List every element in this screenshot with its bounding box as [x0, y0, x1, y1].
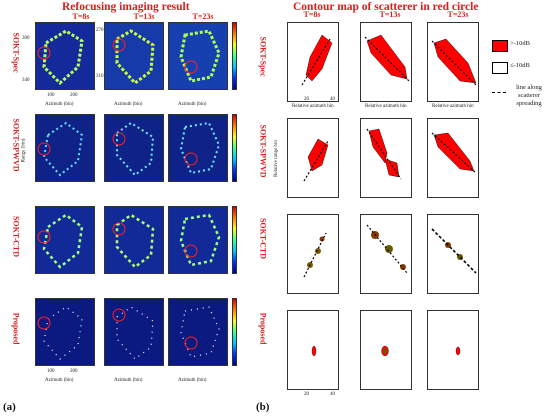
- right-xlabel-r1c3: Relative azimuth bin: [432, 104, 474, 109]
- left-xlabel-r1c2: Azimuth (bin): [114, 102, 143, 107]
- left-row-label-3: SOKT-CTD: [11, 215, 21, 258]
- sar-image-ctd-t13: [104, 206, 164, 274]
- contour-ctd-t23: [427, 214, 479, 294]
- left-col-header-2: T=13s: [133, 12, 155, 21]
- left-ylabel-r2: Range (bin): [21, 138, 27, 163]
- sar-image-ctd-t8: [35, 206, 95, 274]
- contour-proposed-t8: [287, 310, 339, 390]
- left-xlabel-r1c3: Azimuth (bin): [178, 102, 207, 107]
- left-ytick-270: 270: [96, 28, 104, 33]
- left-ytick-310: 310: [96, 74, 104, 79]
- sar-image-spwvd-t13: [104, 114, 164, 182]
- left-xtick-200-r4: 200: [70, 369, 78, 374]
- right-col-header-2: T=13s: [379, 10, 401, 19]
- subfigure-label-b: (b): [256, 401, 270, 413]
- colorbar-row-4: [232, 298, 237, 366]
- sar-image-spwvd-t8: [35, 114, 95, 182]
- right-xtick-40-r4: 40: [330, 392, 335, 397]
- right-xtick-20: 20: [304, 97, 309, 102]
- legend-swatch-line: [492, 92, 506, 93]
- left-ytick-300: 300: [22, 36, 30, 41]
- mid-row-label-3: SOKT-CTD: [258, 217, 268, 260]
- sar-image-proposed-t13: [104, 298, 164, 366]
- left-col-header-1: T=8s: [72, 12, 90, 21]
- sar-image-spec-t23: [168, 22, 228, 90]
- legend-swatch-above: [492, 40, 508, 52]
- left-xtick-200: 200: [70, 93, 78, 98]
- left-row-label-2: SOKT-SPWVD: [11, 118, 21, 172]
- left-row-label-1: SOKT-Spec: [11, 32, 21, 73]
- legend-label-above: >-10dB: [510, 40, 530, 47]
- contour-ctd-t8: [287, 214, 339, 294]
- right-ylabel-r2: Relative range bin: [273, 140, 279, 177]
- contour-ctd-t13: [360, 214, 412, 294]
- colorbar-row-1: [232, 22, 237, 90]
- sar-image-ctd-t23: [168, 206, 228, 274]
- sar-image-proposed-t8: [35, 298, 95, 366]
- left-xtick-100: 100: [47, 93, 55, 98]
- sar-image-spec-t13: [104, 22, 164, 90]
- left-row-label-4: Proposed: [11, 312, 21, 345]
- contour-proposed-t13: [360, 310, 412, 390]
- right-xlabel-r1c2: Relative azimuth bin: [365, 104, 407, 109]
- left-ytick-340: 340: [22, 78, 30, 83]
- sar-image-spec-t8: [35, 22, 95, 90]
- left-xlabel-r4c1: Azimuth (bin): [45, 378, 74, 383]
- colorbar-row-3: [232, 206, 237, 274]
- left-xlabel-r4c3: Azimuth (bin): [178, 378, 207, 383]
- contour-proposed-t23: [427, 310, 479, 390]
- contour-spec-t8: [287, 22, 339, 102]
- contour-spwvd-t23: [427, 118, 479, 198]
- right-figure-title: Contour map of scatterer in red circle: [293, 1, 479, 13]
- left-xlabel-r4c2: Azimuth (bin): [114, 378, 143, 383]
- right-xtick-40: 40: [330, 97, 335, 102]
- legend-label-below: ≤-10dB: [510, 62, 530, 69]
- contour-spwvd-t8: [287, 118, 339, 198]
- contour-spec-t23: [427, 22, 479, 102]
- subfigure-label-a: (a): [3, 401, 16, 413]
- mid-row-label-2: SOKT-SPWVD: [258, 124, 268, 178]
- sar-image-proposed-t23: [168, 298, 228, 366]
- legend-label-line: line along scatterer spreading: [516, 84, 542, 107]
- colorbar-row-2: [232, 114, 237, 182]
- left-xtick-100-r4: 100: [47, 369, 55, 374]
- right-col-header-3: T=23s: [447, 10, 469, 19]
- right-xtick-20-r4: 20: [304, 392, 309, 397]
- legend-swatch-below: [492, 62, 508, 74]
- contour-spwvd-t13: [360, 118, 412, 198]
- mid-row-label-4: Proposed: [258, 312, 268, 345]
- right-xlabel-r1c1: Relative azimuth bin: [292, 104, 334, 109]
- sar-image-spwvd-t23: [168, 114, 228, 182]
- mid-row-label-1: SOKT-Spec: [258, 36, 268, 77]
- contour-spec-t13: [360, 22, 412, 102]
- left-figure-title: Refocusing imaging result: [62, 1, 190, 13]
- right-col-header-1: T=8s: [303, 10, 321, 19]
- left-col-header-3: T=23s: [192, 12, 214, 21]
- left-xlabel-r1c1: Azimuth (bin): [45, 102, 74, 107]
